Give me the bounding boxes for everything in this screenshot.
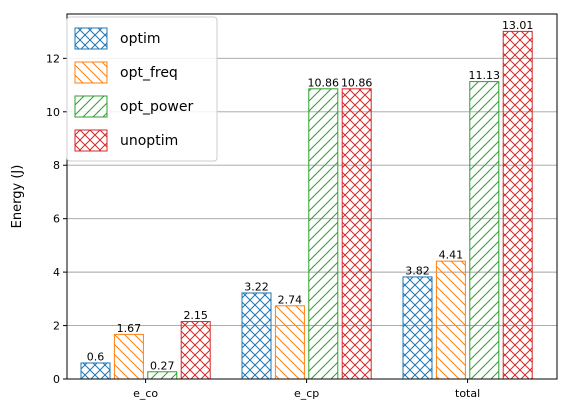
bar-optim-e_co bbox=[80, 362, 111, 380]
bar-value-label: 10.86 bbox=[308, 76, 340, 89]
y-tick-label: 6 bbox=[53, 213, 60, 226]
bar-value-label: 10.86 bbox=[341, 76, 373, 89]
bar-opt_freq-total bbox=[435, 260, 466, 380]
y-tick-label: 12 bbox=[46, 52, 60, 65]
bar-unoptim-e_co bbox=[180, 321, 211, 380]
bars bbox=[80, 30, 533, 380]
bar-value-labels: 0.6 1.67 0.27 2.15 3.22 2.74 10.86 10.86 3.82 4.4… bbox=[87, 19, 534, 372]
legend-swatch-opt_freq bbox=[74, 61, 108, 84]
bar-value-label: 11.13 bbox=[469, 69, 501, 82]
bar-opt_power-e_cp bbox=[308, 88, 339, 380]
y-tick-label: 8 bbox=[53, 159, 60, 172]
legend-swatch-optim bbox=[74, 27, 108, 50]
bar-value-label: 4.41 bbox=[439, 249, 464, 262]
legend-label-unoptim: unoptim bbox=[120, 133, 178, 149]
y-tick-label: 4 bbox=[53, 266, 60, 279]
legend-swatch-opt_power bbox=[74, 95, 108, 118]
bar-value-label: 2.15 bbox=[183, 309, 208, 322]
bar-value-label: 0.6 bbox=[87, 350, 105, 363]
bar-value-label: 3.22 bbox=[244, 280, 269, 293]
bar-value-label: 2.74 bbox=[278, 293, 303, 306]
y-tick-label: 10 bbox=[46, 106, 60, 119]
bar-value-label: 3.82 bbox=[405, 264, 430, 277]
plot-frame bbox=[66, 13, 558, 380]
legend-swatch-unoptim bbox=[74, 129, 108, 152]
bar-value-label: 13.01 bbox=[502, 19, 534, 32]
bar-value-label: 0.27 bbox=[150, 359, 175, 372]
x-tick-label: e_co bbox=[133, 387, 158, 400]
bar-opt_freq-e_co bbox=[113, 333, 144, 380]
bar-opt_power-e_co bbox=[147, 371, 178, 380]
bar-optim-e_cp bbox=[241, 292, 272, 380]
x-tick-label: e_cp bbox=[294, 387, 319, 400]
bar-unoptim-total bbox=[502, 30, 533, 380]
legend-label-opt_power: opt_power bbox=[120, 99, 193, 115]
y-tick-label: 0 bbox=[53, 373, 60, 386]
bar-opt_freq-e_cp bbox=[274, 305, 305, 380]
legend-label-opt_freq: opt_freq bbox=[120, 65, 178, 81]
bar-unoptim-e_cp bbox=[341, 88, 372, 380]
bar-opt_power-total bbox=[469, 81, 500, 380]
y-axis-label: Energy (J) bbox=[10, 165, 25, 229]
axes: 0 2 4 6 8 10 12 e_co e_cp total bbox=[46, 52, 480, 400]
bar-value-label: 1.67 bbox=[117, 322, 142, 335]
x-tick-label: total bbox=[455, 387, 480, 400]
legend-box bbox=[66, 16, 218, 162]
y-tick-label: 2 bbox=[53, 320, 60, 333]
legend-label-optim: optim bbox=[120, 31, 160, 47]
bar-optim-total bbox=[402, 276, 433, 380]
